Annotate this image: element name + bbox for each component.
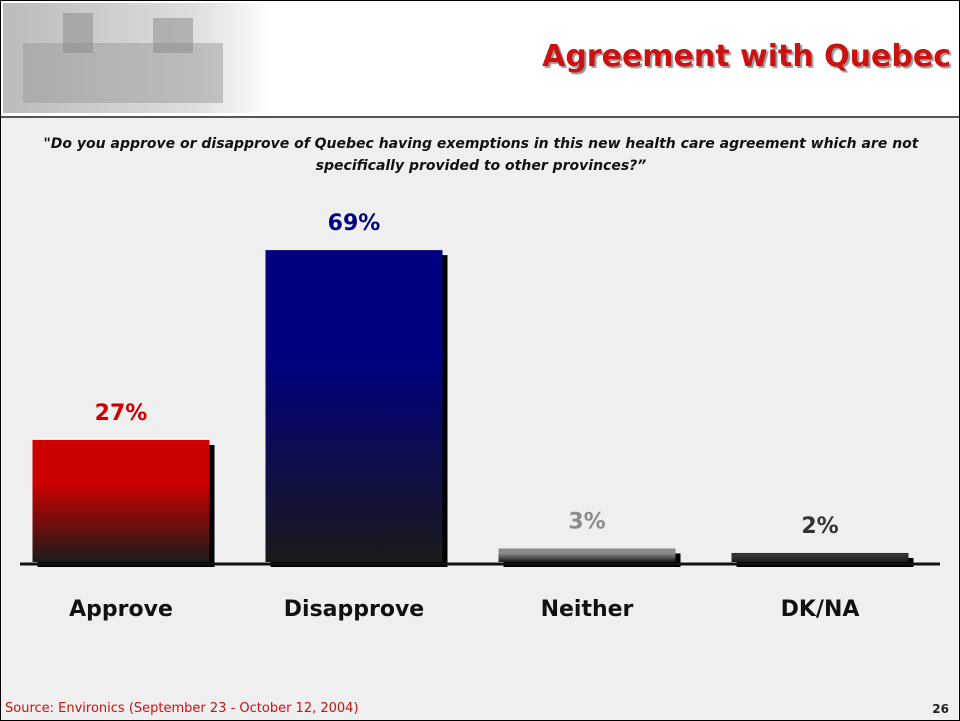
value-label: 27% [95,401,148,426]
bar [33,440,210,562]
x-tick-label: DK/NA [781,597,860,622]
bar [499,548,676,562]
x-tick-label: Disapprove [284,597,424,622]
page: {"chart_data": {"type": "bar", "title": … [0,0,960,721]
bar [266,250,443,562]
value-label: 69% [328,211,381,236]
value-label: 2% [801,514,838,539]
x-tick-label: Approve [69,597,173,622]
bar [732,553,909,562]
x-tick-label: Neither [541,597,634,622]
chart: 27% Approve 69% Disapprove 3% Neither 2% DK/NA [0,0,960,721]
value-label: 3% [568,509,605,534]
